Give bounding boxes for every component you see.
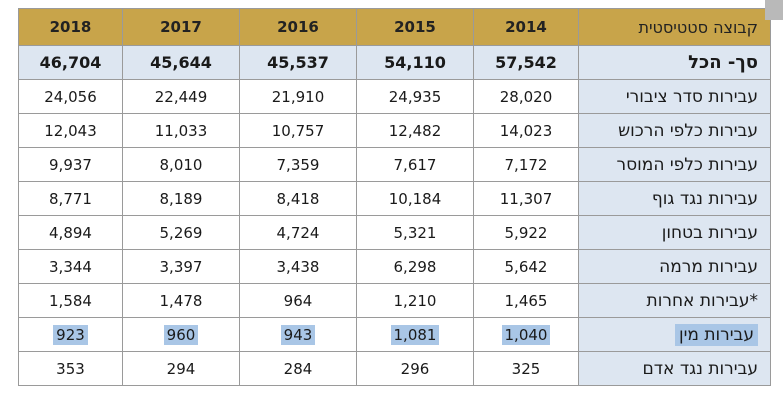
table-cell: 5,321 [356, 215, 474, 250]
row-label: עבירות סדר ציבורי [578, 79, 771, 114]
table-cell: 7,172 [473, 147, 579, 182]
table-cell: 12,482 [356, 113, 474, 148]
row-label: עבירות מרמה [578, 249, 771, 284]
highlighted-value: 1,040 [501, 324, 551, 345]
table-cell: 1,210 [356, 283, 474, 318]
table-row: 1,584 1,478 964 1,210 1,465 עבירות אחרות… [18, 283, 771, 318]
table-cell: 7,359 [239, 147, 357, 182]
year-header-2014: 2014 [473, 8, 579, 46]
highlighted-value: 943 [280, 324, 316, 345]
table-row: 353 294 284 296 325 עבירות נגד אדם [18, 351, 771, 386]
table-cell: 22,449 [122, 79, 240, 114]
row-label: עבירות אחרות* [578, 283, 771, 318]
table-cell: 923 [18, 317, 123, 352]
row-label: עבירות בטחון [578, 215, 771, 250]
table-cell: 3,344 [18, 249, 123, 284]
highlighted-value: 960 [163, 324, 199, 345]
table-cell: 5,269 [122, 215, 240, 250]
table-cell: 57,542 [473, 45, 579, 80]
highlighted-value: 923 [53, 324, 88, 345]
row-label: עבירות כלפי המוסר [578, 147, 771, 182]
table-cell: 14,023 [473, 113, 579, 148]
table-cell: 21,910 [239, 79, 357, 114]
row-label: עבירות נגד אדם [578, 351, 771, 386]
table-cell: 28,020 [473, 79, 579, 114]
table-cell: 1,081 [356, 317, 474, 352]
table-cell: 8,418 [239, 181, 357, 216]
table-row: 24,056 22,449 21,910 24,935 28,020 עבירו… [18, 79, 771, 114]
table-cell: 24,056 [18, 79, 123, 114]
table-cell: 353 [18, 351, 123, 386]
year-header-2016: 2016 [239, 8, 357, 46]
table-cell: 4,894 [18, 215, 123, 250]
table-cell: 11,307 [473, 181, 579, 216]
year-header-2018: 2018 [18, 8, 123, 46]
table-cell: 964 [239, 283, 357, 318]
table-row: 12,043 11,033 10,757 12,482 14,023 עבירו… [18, 113, 771, 148]
row-label: עבירות מין [578, 317, 771, 352]
table-cell: 4,724 [239, 215, 357, 250]
table-cell: 1,478 [122, 283, 240, 318]
table-cell: 10,757 [239, 113, 357, 148]
table-cell: 12,043 [18, 113, 123, 148]
table-row-highlighted: 923 960 943 1,081 1,040 עבירות מין [18, 317, 771, 352]
table-cell: 8,771 [18, 181, 123, 216]
table-cell: 46,704 [18, 45, 123, 80]
table-cell: 6,298 [356, 249, 474, 284]
table-cell: 45,537 [239, 45, 357, 80]
highlighted-value: 1,081 [390, 324, 440, 345]
table-row: 9,937 8,010 7,359 7,617 7,172 עבירות כלפ… [18, 147, 771, 182]
table-row-total: 46,704 45,644 45,537 54,110 57,542 סך- ה… [18, 45, 771, 80]
row-label: עבירות נגד גוף [578, 181, 771, 216]
header-row: 2018 2017 2016 2015 2014 קבוצה סטטיסטית [18, 8, 771, 46]
table-cell: 45,644 [122, 45, 240, 80]
table-cell: 960 [122, 317, 240, 352]
corner-tab [765, 0, 783, 20]
table-cell: 54,110 [356, 45, 474, 80]
table-row: 4,894 5,269 4,724 5,321 5,922 עבירות בטח… [18, 215, 771, 250]
table-cell: 7,617 [356, 147, 474, 182]
table-cell: 9,937 [18, 147, 123, 182]
table-cell: 5,642 [473, 249, 579, 284]
table-cell: 11,033 [122, 113, 240, 148]
table-cell: 10,184 [356, 181, 474, 216]
table-cell: 3,438 [239, 249, 357, 284]
highlighted-label: עבירות מין [674, 323, 758, 346]
statistics-table-container: 2018 2017 2016 2015 2014 קבוצה סטטיסטית … [18, 8, 771, 386]
offense-statistics-table: 2018 2017 2016 2015 2014 קבוצה סטטיסטית … [18, 8, 771, 386]
table-cell: 8,189 [122, 181, 240, 216]
table-cell: 284 [239, 351, 357, 386]
table-row: 3,344 3,397 3,438 6,298 5,642 עבירות מרמ… [18, 249, 771, 284]
table-cell: 1,584 [18, 283, 123, 318]
table-cell: 294 [122, 351, 240, 386]
table-cell: 8,010 [122, 147, 240, 182]
year-header-2017: 2017 [122, 8, 240, 46]
row-label: סך- הכל [578, 45, 771, 80]
table-cell: 296 [356, 351, 474, 386]
table-cell: 5,922 [473, 215, 579, 250]
table-cell: 943 [239, 317, 357, 352]
row-label: עבירות כלפי הרכוש [578, 113, 771, 148]
table-cell: 1,040 [473, 317, 579, 352]
year-header-2015: 2015 [356, 8, 474, 46]
table-row: 8,771 8,189 8,418 10,184 11,307 עבירות נ… [18, 181, 771, 216]
table-cell: 1,465 [473, 283, 579, 318]
table-cell: 325 [473, 351, 579, 386]
table-cell: 24,935 [356, 79, 474, 114]
group-header: קבוצה סטטיסטית [578, 8, 771, 46]
table-cell: 3,397 [122, 249, 240, 284]
